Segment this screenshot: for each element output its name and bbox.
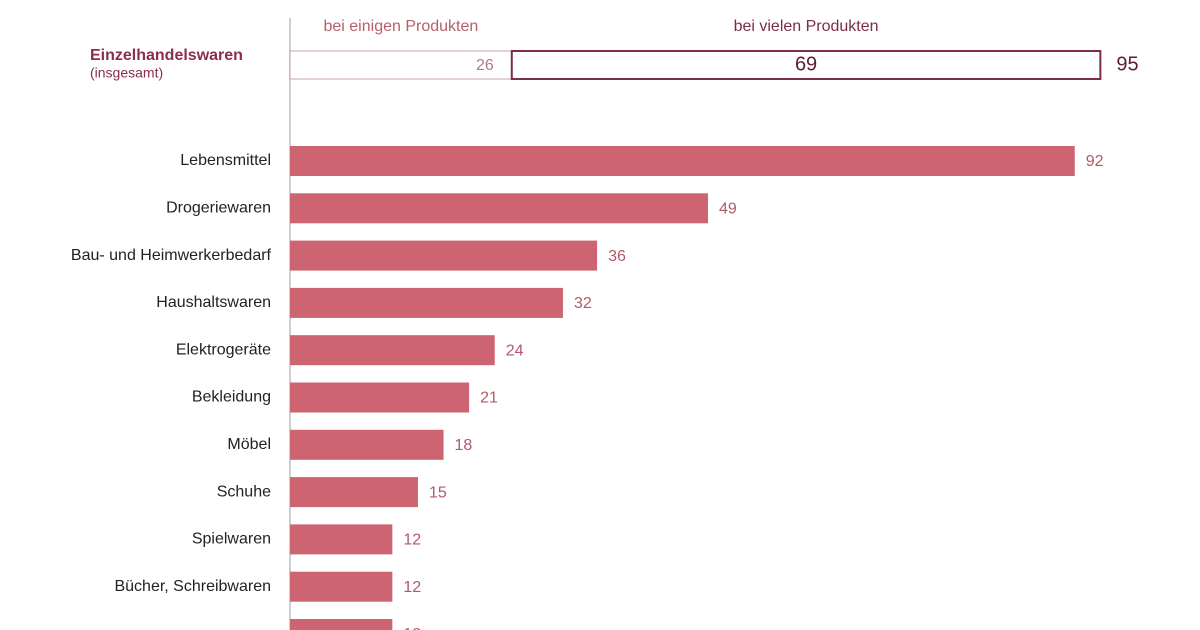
category-label: Bücher, Schreibwaren [114,578,271,595]
segment-label: 69 [795,53,817,75]
value-label: 32 [574,295,592,312]
category-label: Haushaltswaren [156,294,271,311]
total-label: 95 [1116,53,1138,75]
category-label: Bau- und Heimwerkerbedarf [71,247,272,264]
value-label: 36 [608,248,626,265]
value-label: 12 [403,579,421,596]
segment-label: 26 [476,57,494,74]
category-label: Elektrogeräte [176,341,271,358]
bar [290,477,418,508]
value-label: 92 [1086,153,1104,170]
value-label: 12 [403,532,421,549]
bar [290,619,393,630]
bar [290,571,393,602]
bar [290,193,708,224]
value-label: 15 [429,484,447,501]
category-label: Lebensmittel [180,152,271,169]
value-label: 18 [455,437,473,454]
bar [290,382,470,413]
value-label: 21 [480,390,498,407]
value-label: 12 [403,626,421,630]
bar [290,335,495,366]
summary-segment [510,50,1102,80]
bar [290,429,444,460]
legend-label: bei einigen Produkten [323,18,478,35]
summary-title: Einzelhandelswaren [90,47,243,64]
bar [290,524,393,555]
legend-label: bei vielen Produkten [734,18,879,35]
value-label: 24 [506,342,524,359]
category-label: Spielwaren [192,531,271,548]
value-label: 49 [719,201,737,218]
category-label: Bekleidung [192,389,271,406]
category-label: Drogeriewaren [166,200,271,217]
summary-subtitle: (insgesamt) [90,65,163,81]
bar [290,287,563,318]
bar [290,146,1075,176]
bar [290,240,598,271]
category-label: Möbel [227,436,271,453]
category-label: Schuhe [217,483,271,500]
